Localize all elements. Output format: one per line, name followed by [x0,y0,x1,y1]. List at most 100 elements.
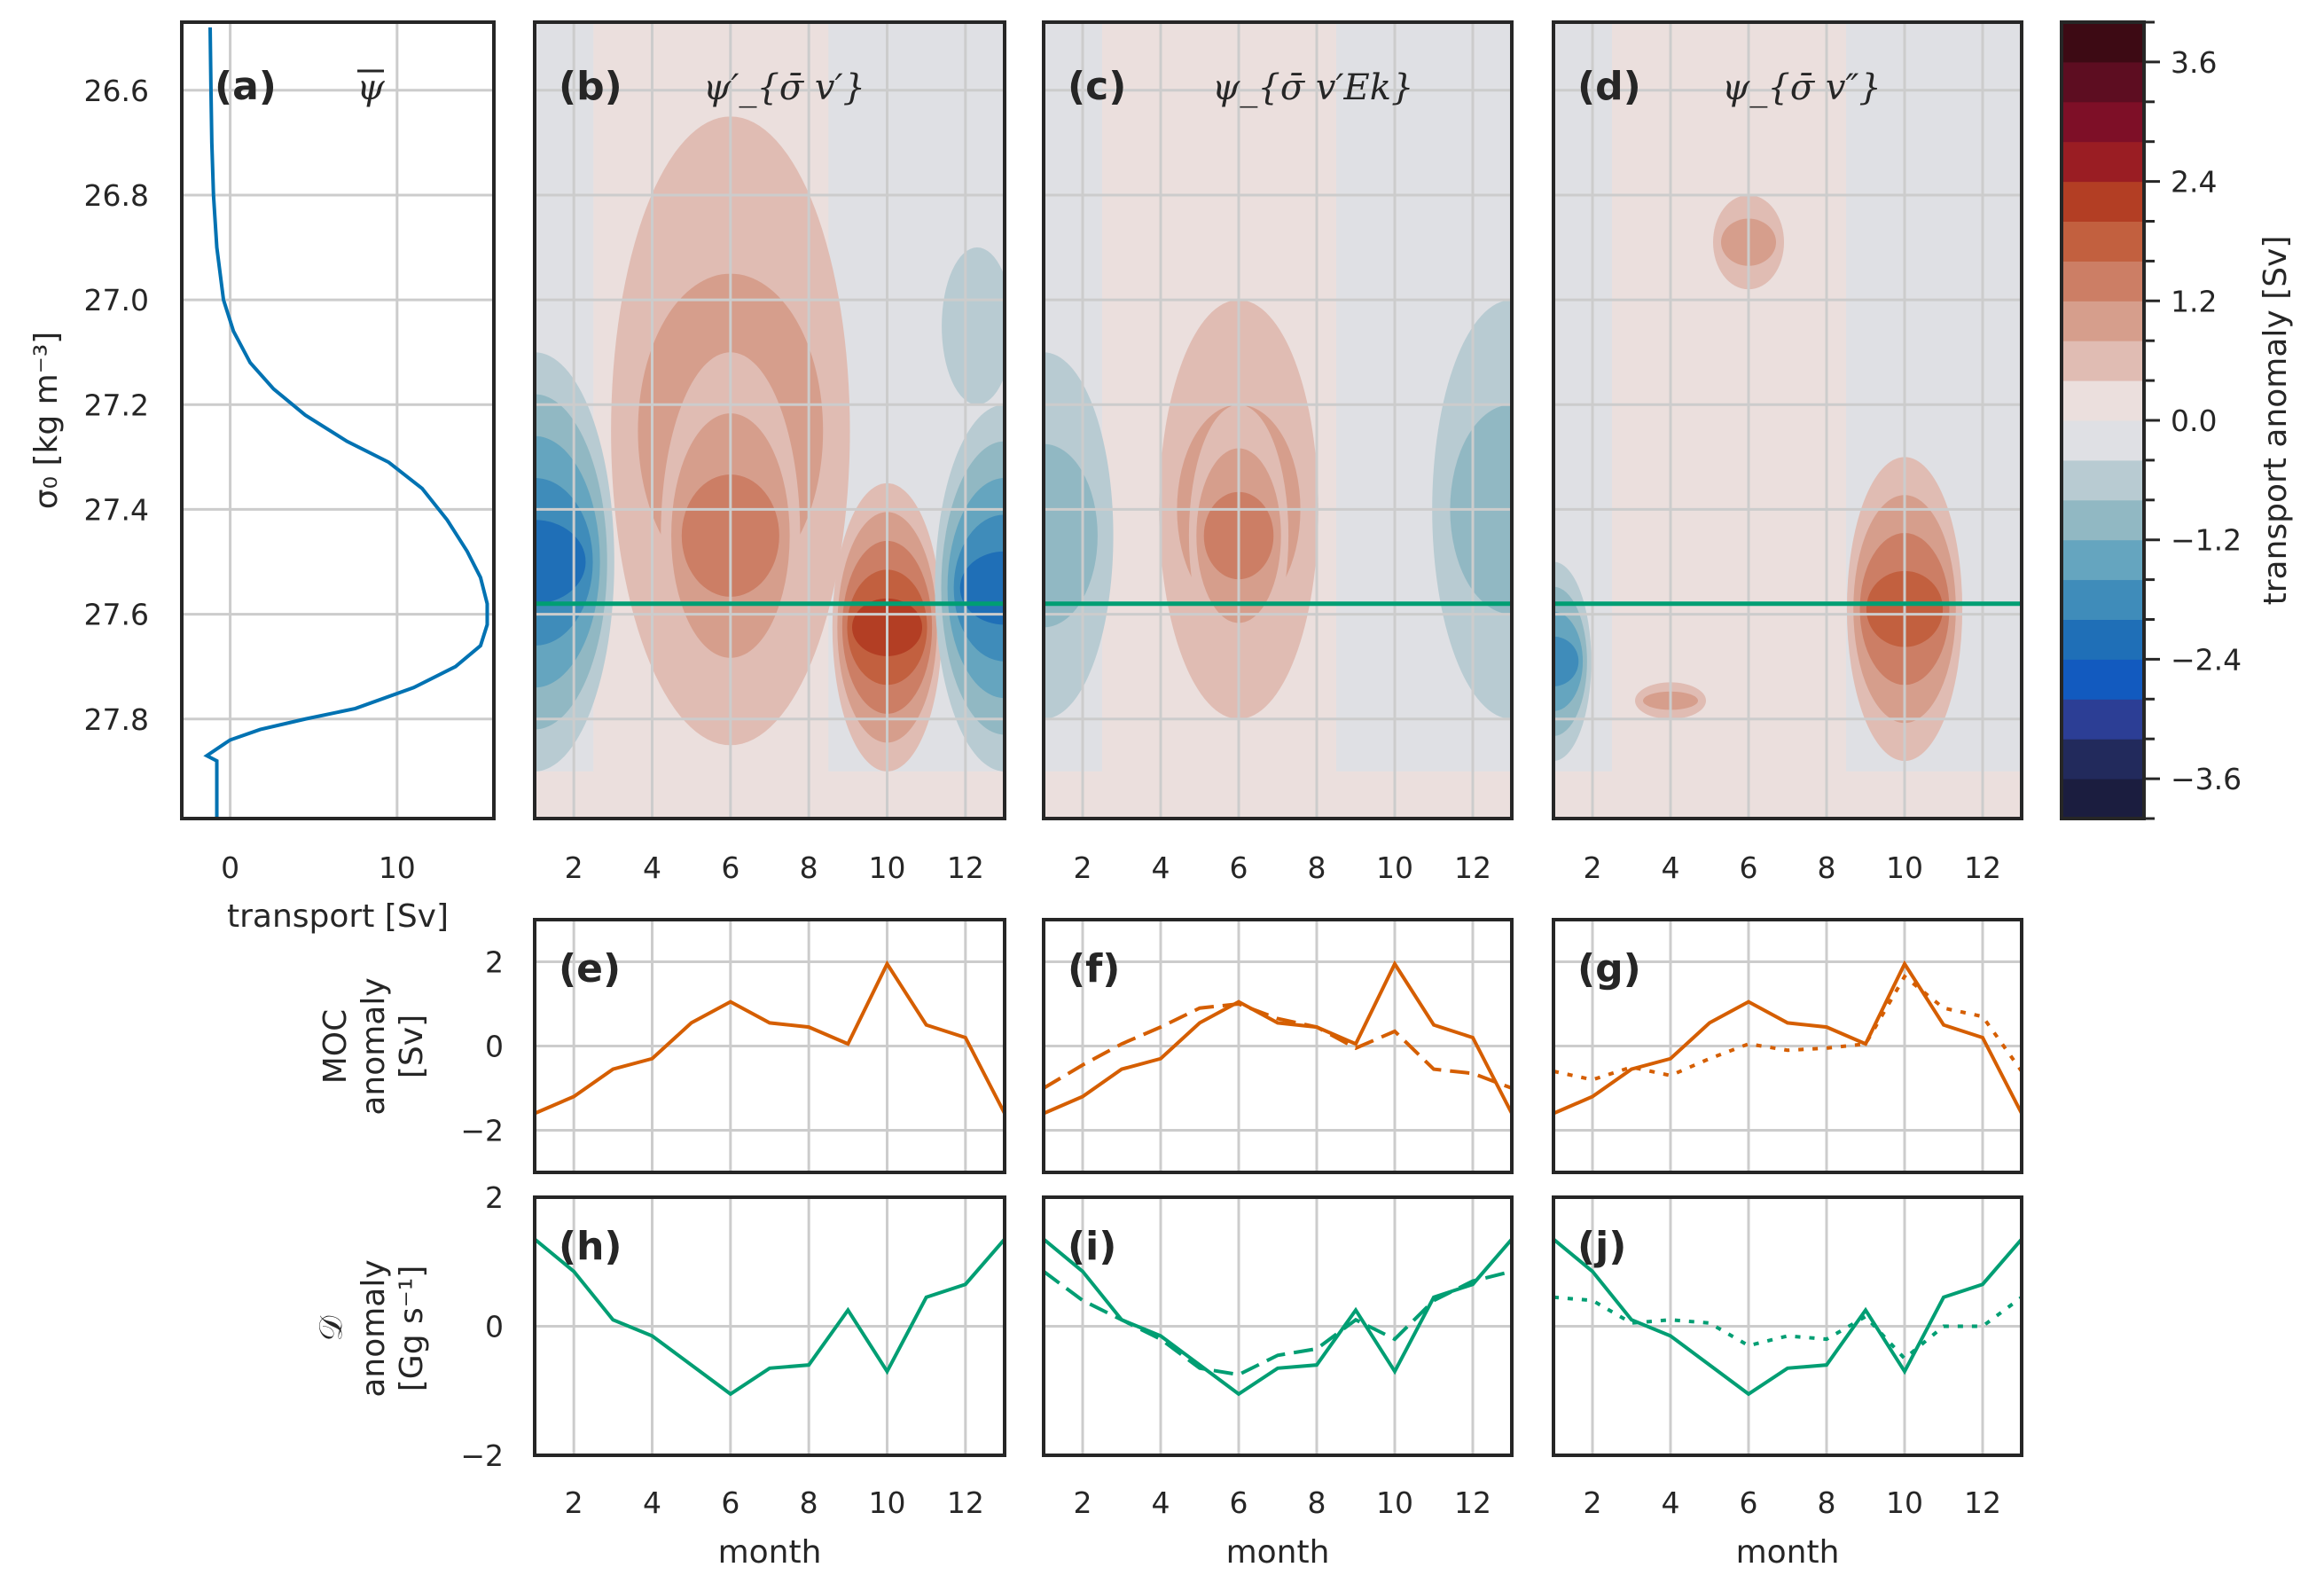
panel-title: ψ′_{σ̄ v′} [703,67,865,108]
x-tick-label: 4 [643,1485,661,1520]
y-tick-label: 27.8 [84,702,149,737]
x-tick-label: 10 [869,850,906,885]
axes-frame [1552,1195,2023,1457]
x-tick-label: 4 [1152,850,1170,885]
x-tick-label: 12 [1454,1485,1491,1520]
panel-label: (i) [1068,1224,1116,1269]
x-tick-label: 4 [643,850,661,885]
panel-label: (d) [1577,64,1641,109]
y-axis-label: σ₀ [kg m⁻³] [28,332,65,509]
x-tick-label: 8 [1308,1485,1326,1520]
contour-fill-level [1553,636,1579,686]
y-tick-label: −2 [460,1438,504,1473]
x-tick-label: 2 [565,1485,583,1520]
x-tick-label: 8 [1818,850,1836,885]
panel-label: (b) [559,64,622,109]
x-tick-label: 12 [1964,1485,2001,1520]
panel-label: (e) [559,946,621,991]
contour-fill-deep [1553,771,2022,819]
x-tick-label: 4 [1662,850,1680,885]
colorbar-swatch [2062,779,2144,819]
colorbar-swatch [2062,380,2144,421]
x-tick-label: 8 [800,1485,818,1520]
panel-a: 0 10 26.6 26.8 27.0 27.2 27.4 27.6 27.8 (a) ψ trans… [28,20,496,935]
x-tick-label: 12 [1964,850,2001,885]
axes-frame [533,20,1006,820]
x-tick-label: 8 [800,850,818,885]
panel-i: (i) 2 4 6 8 10 12 month [1042,1195,1514,1571]
x-tick-label: 6 [1230,1485,1248,1520]
y-tick-label: 26.8 [84,178,149,213]
x-tick-label: 10 [1376,1485,1413,1520]
colorbar-swatch [2062,619,2144,660]
panel-e: (e) 2 0 −2 [460,918,1006,1174]
x-tick-label: 6 [721,850,739,885]
panel-label: (j) [1577,1224,1626,1269]
x-axis-label: month [1736,1534,1840,1571]
x-tick-label: 2 [1584,850,1602,885]
colorbar-swatch [2062,659,2144,700]
series-line-total [1552,1237,2023,1397]
y-tick-label: 2 [485,945,504,980]
axes-frame [1552,20,2023,820]
mean-transport-line [203,27,489,819]
axes-frame [1042,20,1514,820]
x-tick-label: 6 [721,1485,739,1520]
contour-fill-level [942,247,1005,405]
x-axis-label: transport [Sv] [227,898,449,935]
colorbar-swatch [2062,459,2144,501]
x-tick-label: 2 [1584,1485,1602,1520]
colorbar-swatch [2062,141,2144,183]
panel-d: 2 4 6 8 10 12 (d) ψ_{σ̄ v″} [1552,20,2023,885]
x-tick-label: 12 [947,850,984,885]
x-tick-label: 10 [869,1485,906,1520]
colorbar-swatch [2062,341,2144,381]
colorbar-label: transport anomaly [Sv] [2257,236,2294,606]
panel-j: (j) 2 4 6 8 10 12 month [1552,1195,2023,1571]
axes-frame [180,20,496,820]
x-tick-label: 6 [1740,850,1758,885]
colorbar-swatch [2062,22,2144,63]
colorbar-tick-label: −3.6 [2171,762,2242,796]
moc-ylabel-line: MOC [317,1009,354,1085]
x-tick-label: 10 [1376,850,1413,885]
x-tick-label: 8 [1818,1485,1836,1520]
moc-ylabel-line: [Sv] [394,1015,430,1078]
axes-frame [1552,918,2023,1174]
contour-fill-level [1044,443,1098,628]
x-tick-label: 0 [221,850,239,885]
colorbar-tick-label: 3.6 [2171,45,2217,80]
x-tick-label: 6 [1740,1485,1758,1520]
colorbar-swatch [2062,221,2144,262]
x-tick-label: 4 [1152,1485,1170,1520]
colorbar-swatch [2062,61,2144,103]
y-tick-label: 27.0 [84,283,149,317]
x-tick-label: 6 [1230,850,1248,885]
d-ylabel-line: 𝒟 [313,1315,349,1341]
colorbar-swatch [2062,699,2144,740]
colorbar-swatch [2062,499,2144,541]
panel-title: ψ_{σ̄ v″} [1722,67,1882,108]
axes-frame [533,1195,1006,1457]
y-tick-label: 0 [485,1030,504,1064]
panel-g: (g) [1552,918,2023,1174]
colorbar-frame [2060,20,2146,820]
contour-field [1553,22,2022,819]
panel-title: ψ [356,67,385,108]
colorbar-tick-label: 1.2 [2171,284,2217,318]
colorbar-tick-label: 2.4 [2171,165,2217,200]
contour-field [1044,22,1512,819]
series-line-Ekman [1042,1001,1513,1090]
lower-row-ylabels: MOC anomaly [Sv]𝒟 anomaly [Gg s⁻¹] [313,977,430,1397]
x-tick-label: 2 [1074,850,1092,885]
colorbar-swatch [2062,181,2144,222]
axes-frame [533,918,1006,1174]
y-tick-label: −2 [460,1114,504,1148]
y-tick-label: 27.6 [84,598,149,632]
moc-ylabel-line: anomaly [356,977,392,1115]
colorbar-swatch [2062,579,2144,620]
y-tick-label: 27.2 [84,388,149,422]
panel-h: (h) 2 0 −2 2 4 6 8 10 12 month [460,1180,1006,1571]
x-tick-label: 10 [379,850,416,885]
